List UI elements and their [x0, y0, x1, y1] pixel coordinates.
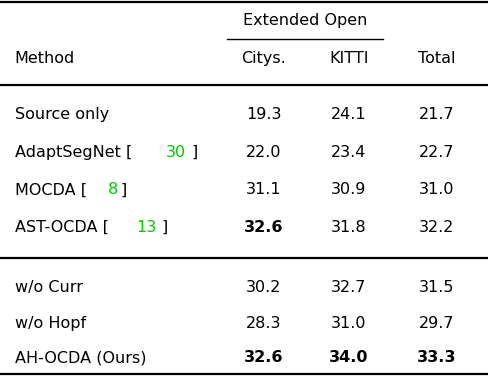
Text: 22.7: 22.7: [419, 145, 454, 160]
Text: ]: ]: [121, 182, 127, 197]
Text: 31.8: 31.8: [331, 220, 367, 235]
Text: w/o Hopf: w/o Hopf: [15, 316, 86, 331]
Text: 34.0: 34.0: [329, 350, 368, 365]
Text: 21.7: 21.7: [419, 107, 455, 122]
Text: KITTI: KITTI: [329, 51, 368, 66]
Text: 29.7: 29.7: [419, 316, 454, 331]
Text: 31.0: 31.0: [331, 316, 366, 331]
Text: MOCDA [: MOCDA [: [15, 182, 87, 197]
Text: 22.0: 22.0: [246, 145, 281, 160]
Text: Source only: Source only: [15, 107, 109, 122]
Text: 30.2: 30.2: [246, 280, 281, 295]
Text: 30.9: 30.9: [331, 182, 366, 197]
Text: AH-OCDA (Ours): AH-OCDA (Ours): [15, 350, 146, 365]
Text: 32.6: 32.6: [244, 350, 283, 365]
Text: ]: ]: [192, 145, 198, 160]
Text: Method: Method: [15, 51, 75, 66]
Text: 28.3: 28.3: [246, 316, 281, 331]
Text: 32.7: 32.7: [331, 280, 366, 295]
Text: Extended Open: Extended Open: [243, 13, 367, 28]
Text: ]: ]: [162, 220, 168, 235]
Text: 19.3: 19.3: [246, 107, 281, 122]
Text: 24.1: 24.1: [331, 107, 367, 122]
Text: 33.3: 33.3: [417, 350, 456, 365]
Text: 8: 8: [107, 182, 118, 197]
Text: 30: 30: [166, 145, 186, 160]
Text: 23.4: 23.4: [331, 145, 366, 160]
Text: Citys.: Citys.: [241, 51, 286, 66]
Text: Total: Total: [418, 51, 455, 66]
Text: 32.2: 32.2: [419, 220, 454, 235]
Text: 31.1: 31.1: [245, 182, 282, 197]
Text: 31.5: 31.5: [419, 280, 454, 295]
Text: AdaptSegNet [: AdaptSegNet [: [15, 145, 132, 160]
Text: 32.6: 32.6: [244, 220, 283, 235]
Text: 31.0: 31.0: [419, 182, 454, 197]
Text: 13: 13: [136, 220, 156, 235]
Text: AST-OCDA [: AST-OCDA [: [15, 220, 108, 235]
Text: w/o Curr: w/o Curr: [15, 280, 82, 295]
